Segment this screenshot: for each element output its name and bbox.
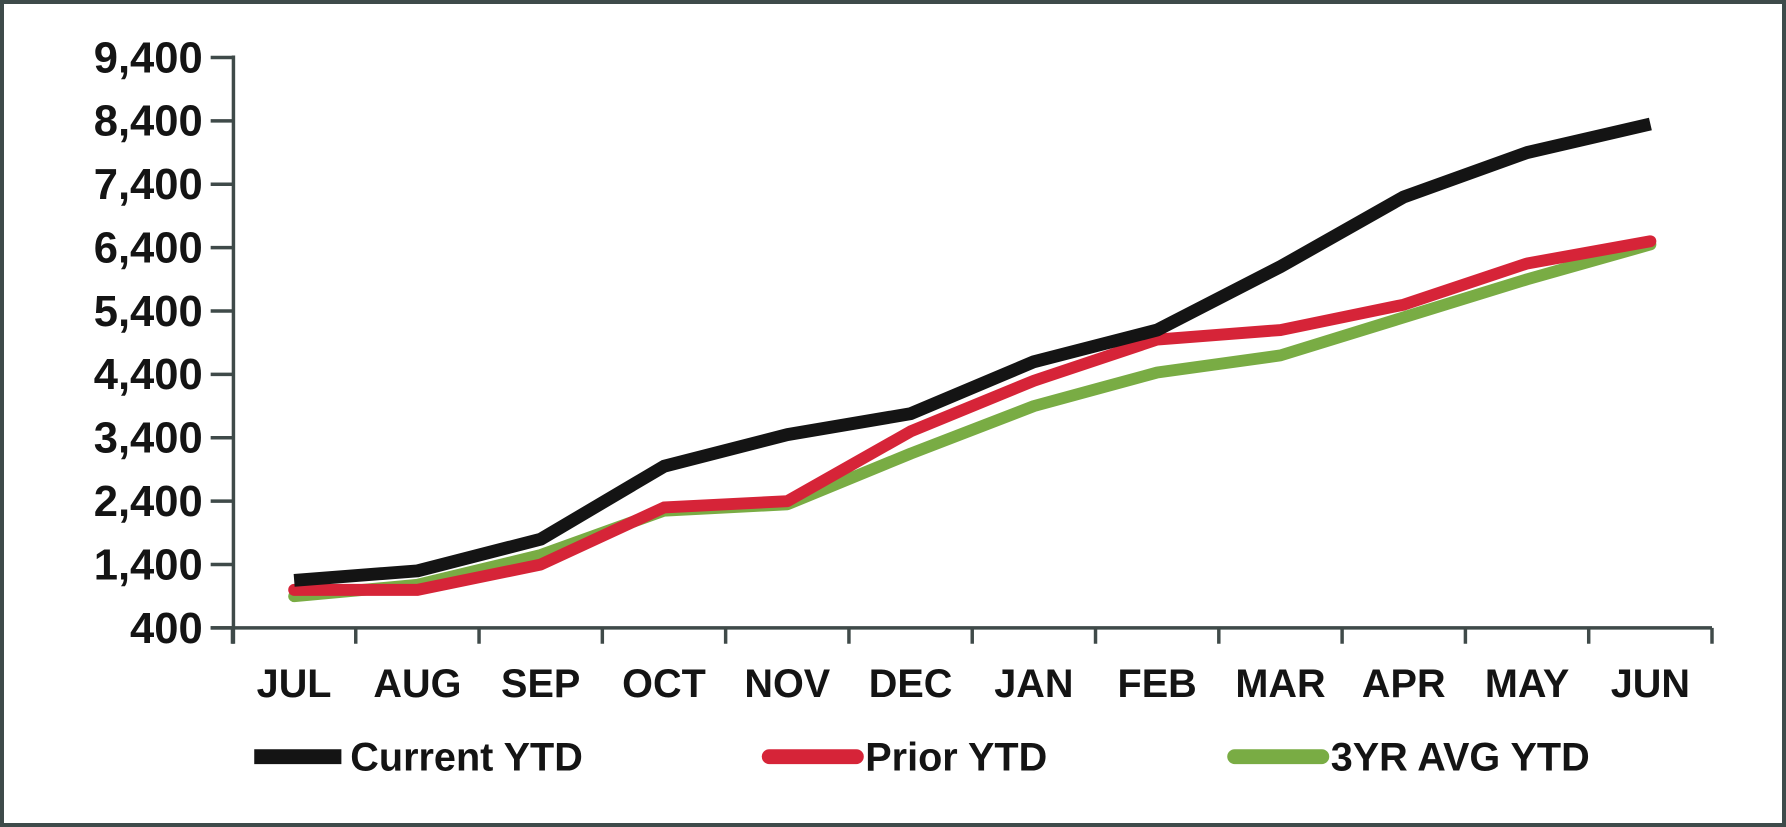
legend-item-current-ytd: Current YTD [254,736,583,780]
line-prior-ytd [288,235,1657,596]
y-axis-tick-label: 8,400 [94,98,203,146]
x-axis-month-label: JUN [1611,662,1690,706]
y-axis-tick-label: 400 [130,605,203,653]
x-axis-month-label: JUL [257,662,332,706]
legend-label-prior-ytd: Prior YTD [865,736,1047,780]
y-axis-tick-label: 3,400 [94,415,203,463]
y-axis-tick-label: 7,400 [94,161,203,209]
legend-label-current-ytd: Current YTD [350,736,583,780]
x-axis-month-label: MAY [1485,662,1569,706]
y-axis-tick-label: 5,400 [94,288,203,336]
legend: Current YTD Prior YTD 3YR AVG YTD [254,736,1590,780]
x-axis-month-label: OCT [622,662,706,706]
ytd-line-chart: 400 1,400 2,400 3,400 4,400 5,400 6,400 7,400 8,… [94,34,1714,780]
y-axis-tick-label: 9,400 [94,34,203,82]
y-axis-tick-label: 6,400 [94,224,203,272]
x-axis-month-label: NOV [744,662,830,706]
x-axis-month-label: FEB [1118,662,1197,706]
legend-item-3yr-avg-ytd: 3YR AVG YTD [1227,736,1590,780]
y-axis-labels: 400 1,400 2,400 3,400 4,400 5,400 6,400 7,400 8,… [94,34,203,652]
x-axis-month-label: MAR [1235,662,1325,706]
line-3yr-avg-ytd [288,238,1657,603]
x-axis-month-label: AUG [373,662,461,706]
y-axis-tick-label: 2,400 [94,478,203,526]
axes [210,55,1714,644]
x-axis-month-label: DEC [869,662,953,706]
y-axis-tick-label: 4,400 [94,351,203,399]
x-axis-month-label: SEP [501,662,580,706]
line-current-ytd [293,117,1652,587]
series-lines [288,117,1657,603]
x-axis-month-label: APR [1362,662,1446,706]
y-axis-tick-label: 1,400 [94,541,203,589]
legend-label-3yr-avg-ytd: 3YR AVG YTD [1331,736,1590,780]
x-axis-month-label: JAN [994,662,1073,706]
x-axis-labels: JUL AUG SEP OCT NOV DEC JAN FEB MAR APR MAY JUN [257,662,1690,706]
legend-item-prior-ytd: Prior YTD [761,736,1047,780]
